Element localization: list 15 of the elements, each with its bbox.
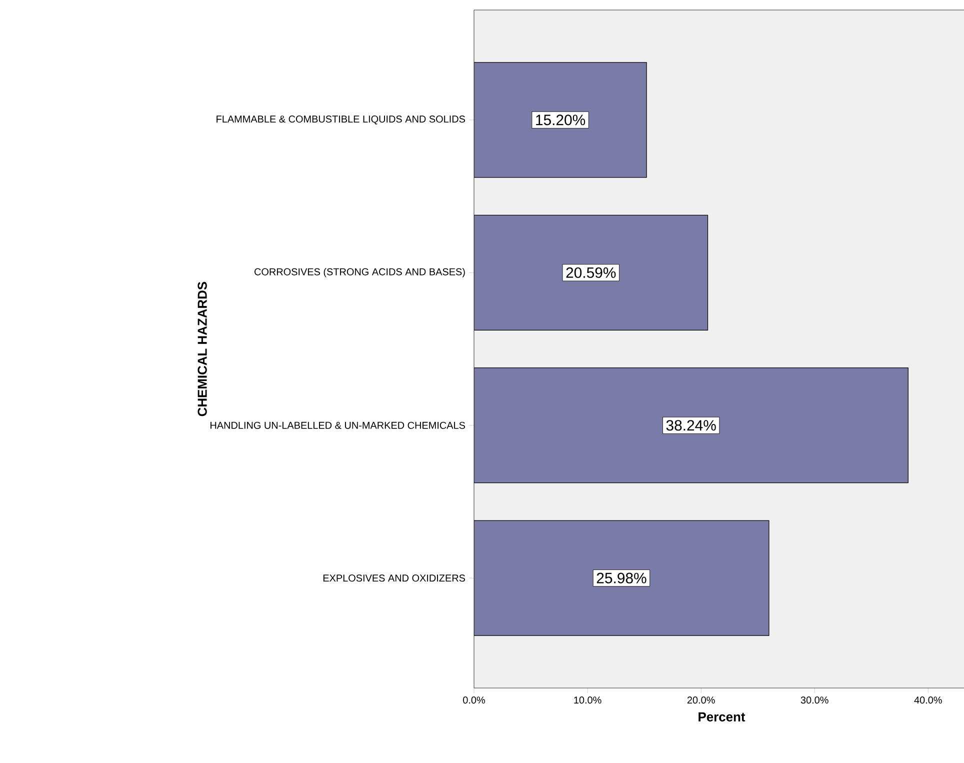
x-tick-label: 20.0%	[687, 696, 715, 704]
x-tick-label: 10.0%	[574, 696, 602, 704]
x-tick-label: 0.0%	[463, 696, 486, 704]
data-label: 15.20%	[536, 114, 586, 126]
y-tick-label: EXPLOSIVES AND OXIDIZERS	[323, 574, 466, 582]
data-label: 38.24%	[666, 420, 716, 431]
x-tick-label: 40.0%	[914, 696, 942, 704]
y-tick-label: FLAMMABLE & COMBUSTIBLE LIQUIDS AND SOLIDS	[216, 116, 466, 124]
x-tick-label: 30.0%	[800, 696, 828, 704]
data-label: 20.59%	[566, 267, 616, 278]
y-tick-label: CORROSIVES (STRONG ACIDS AND BASES)	[254, 268, 465, 278]
y-tick-label: HANDLING UN-LABELLED & UN-MARKED CHEMICALS	[210, 422, 465, 429]
y-axis-title: CHEMICAL HAZARDS	[198, 282, 207, 416]
x-axis-title: Percent	[698, 712, 746, 722]
data-label: 25.98%	[596, 572, 646, 584]
